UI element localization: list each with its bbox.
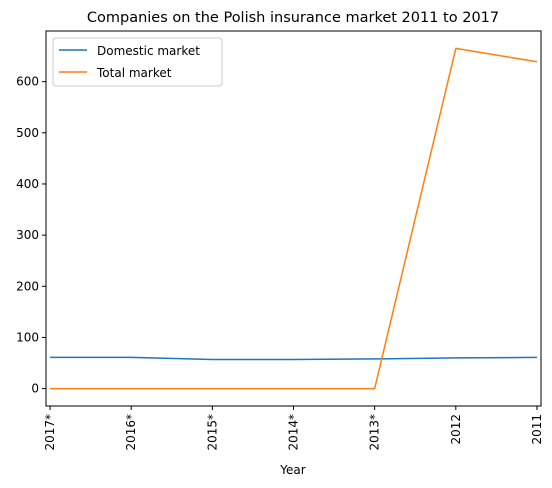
y-tick-label: 600 bbox=[16, 75, 39, 89]
y-tick-label: 500 bbox=[16, 126, 39, 140]
x-tick-label: 2012 bbox=[449, 414, 463, 445]
y-tick-label: 300 bbox=[16, 228, 39, 242]
legend: Domestic market Total market bbox=[52, 37, 223, 87]
series-line-domestic bbox=[50, 356, 537, 361]
x-tick-label: 2015* bbox=[205, 414, 219, 451]
y-tick-label: 200 bbox=[16, 279, 39, 293]
x-tick-label: 2011 bbox=[530, 414, 544, 445]
y-tick-label: 400 bbox=[16, 177, 39, 191]
x-axis-label: Year bbox=[279, 463, 305, 477]
legend-box bbox=[52, 37, 223, 87]
series-lines bbox=[50, 47, 538, 390]
x-tick-label: 2014* bbox=[287, 414, 301, 451]
series-line-total bbox=[50, 47, 538, 390]
x-tick-label: 2017* bbox=[43, 414, 57, 451]
x-tick-label: 2013* bbox=[368, 414, 382, 451]
chart-title: Companies on the Polish insurance market… bbox=[87, 10, 499, 26]
plot-area bbox=[45, 30, 542, 407]
x-tick-label: 2016* bbox=[124, 414, 138, 451]
legend-label-domestic: Domestic market bbox=[97, 44, 200, 58]
legend-label-total: Total market bbox=[96, 66, 172, 80]
y-axis: 0 100 200 300 400 500 600 bbox=[16, 75, 46, 396]
y-tick-label: 100 bbox=[16, 330, 39, 344]
x-axis: 2017* 2016* 2015* 2014* 2013* 2012 2011 bbox=[43, 406, 544, 451]
y-tick-label: 0 bbox=[31, 382, 39, 396]
